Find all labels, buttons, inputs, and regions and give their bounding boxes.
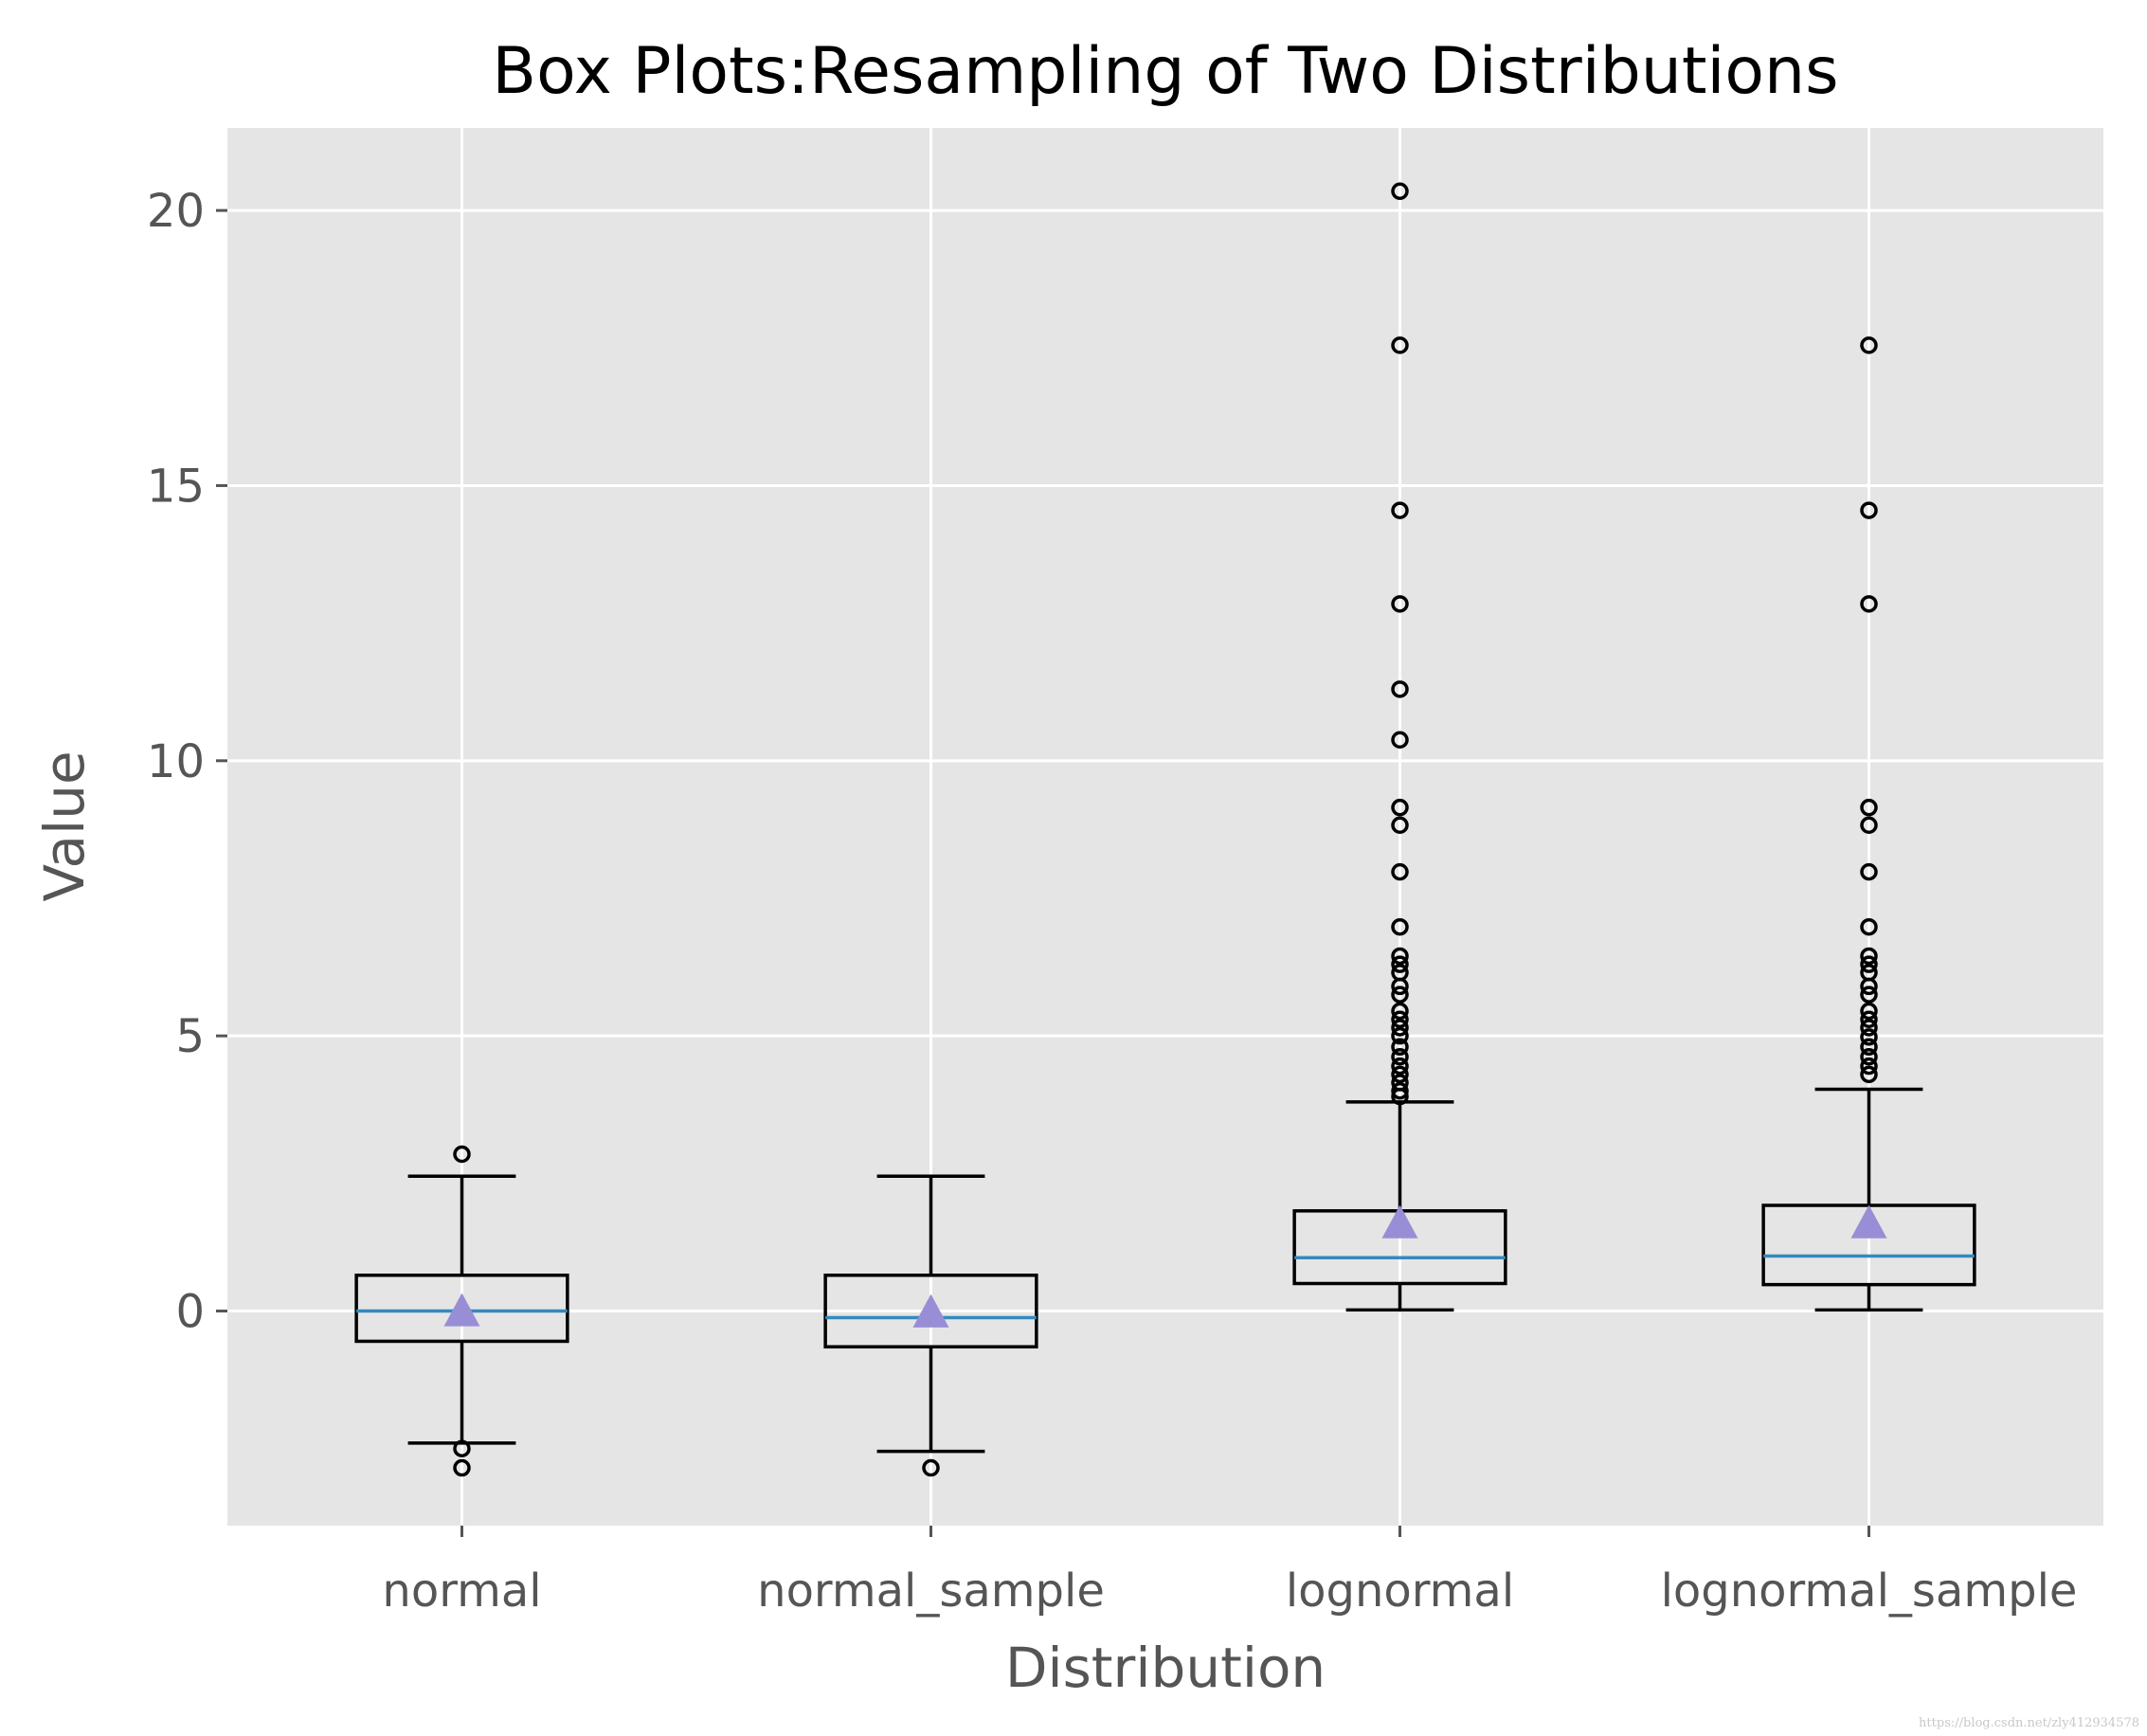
outlier-point <box>1391 1065 1409 1084</box>
y-tick-label: 5 <box>175 1010 205 1063</box>
box-normal <box>354 1145 569 1477</box>
mean-marker <box>912 1293 949 1328</box>
outlier-point <box>1391 947 1409 966</box>
outlier-point <box>1391 862 1409 881</box>
outlier-point <box>1860 977 1878 996</box>
outlier-point <box>1860 1010 1878 1028</box>
outlier-point <box>1391 1087 1409 1106</box>
y-axis-label: Value <box>32 750 97 901</box>
outlier-point <box>1860 816 1878 835</box>
outlier-point <box>453 1458 471 1477</box>
x-tick-label: normal_sample <box>757 1564 1105 1618</box>
outlier-point <box>1391 1026 1409 1045</box>
outlier-point <box>1860 798 1878 817</box>
outlier-point <box>1391 595 1409 613</box>
iqr-box <box>823 1274 1038 1349</box>
outlier-point <box>1860 501 1878 519</box>
x-tick-label: normal <box>382 1564 541 1618</box>
mean-marker <box>1381 1204 1418 1239</box>
watermark: https://blog.csdn.net/zly412934578 <box>1919 1716 2139 1730</box>
outlier-point <box>1391 816 1409 835</box>
outlier-point <box>1391 336 1409 354</box>
outlier-point <box>1391 501 1409 519</box>
outlier-point <box>922 1458 940 1477</box>
outlier-point <box>453 1439 471 1457</box>
outlier-point <box>1391 986 1409 1004</box>
box-layer <box>354 182 1976 1477</box>
mean-marker <box>443 1293 480 1327</box>
outlier-point <box>1860 1065 1878 1084</box>
y-tick-label: 20 <box>147 185 205 238</box>
outlier-point <box>1860 595 1878 613</box>
outlier-point <box>1860 917 1878 936</box>
tick-layer: 0 5 10 15 20 normal normal_sample lognormal logn… <box>147 185 2078 1618</box>
outlier-point <box>1860 955 1878 973</box>
outlier-point <box>1860 1038 1878 1057</box>
outlier-point <box>1391 1057 1409 1076</box>
chart-title: Box Plots:Resampling of Two Distribution… <box>492 34 1838 109</box>
outlier-point <box>1391 1019 1409 1037</box>
outlier-point <box>1391 1047 1409 1066</box>
iqr-box <box>354 1274 569 1344</box>
y-tick-label: 15 <box>147 460 205 513</box>
outlier-point <box>1391 731 1409 749</box>
outlier-point <box>1391 917 1409 936</box>
outlier-point <box>1860 947 1878 966</box>
y-tick-label: 0 <box>175 1286 205 1339</box>
outlier-point <box>1391 1002 1409 1021</box>
outlier-point <box>1391 680 1409 698</box>
outlier-point <box>1391 977 1409 996</box>
mean-marker <box>1850 1204 1887 1239</box>
outlier-point <box>1860 336 1878 354</box>
outlier-point <box>1860 1057 1878 1076</box>
x-tick-label: lognormal_sample <box>1661 1564 2078 1618</box>
x-tick-label: lognormal <box>1286 1564 1514 1618</box>
outlier-point <box>1860 986 1878 1004</box>
y-tick-label: 10 <box>147 735 205 788</box>
outlier-point <box>1391 1081 1409 1100</box>
outlier-point <box>453 1145 471 1164</box>
outlier-point <box>1860 1028 1878 1046</box>
plot-area <box>227 128 2103 1526</box>
box-lognormal-sample <box>1761 336 1976 1312</box>
outlier-point <box>1391 1010 1409 1028</box>
outlier-point <box>1860 1002 1878 1021</box>
outlier-point <box>1391 955 1409 973</box>
outlier-point <box>1391 182 1409 201</box>
box-lognormal <box>1292 182 1507 1312</box>
outlier-point <box>1391 1038 1409 1057</box>
x-axis-label: Distribution <box>1005 1636 1326 1700</box>
outlier-point <box>1860 862 1878 881</box>
box-normal-sample <box>823 1174 1038 1477</box>
outlier-point <box>1860 1019 1878 1037</box>
outlier-point <box>1860 1047 1878 1066</box>
outlier-point <box>1391 798 1409 817</box>
